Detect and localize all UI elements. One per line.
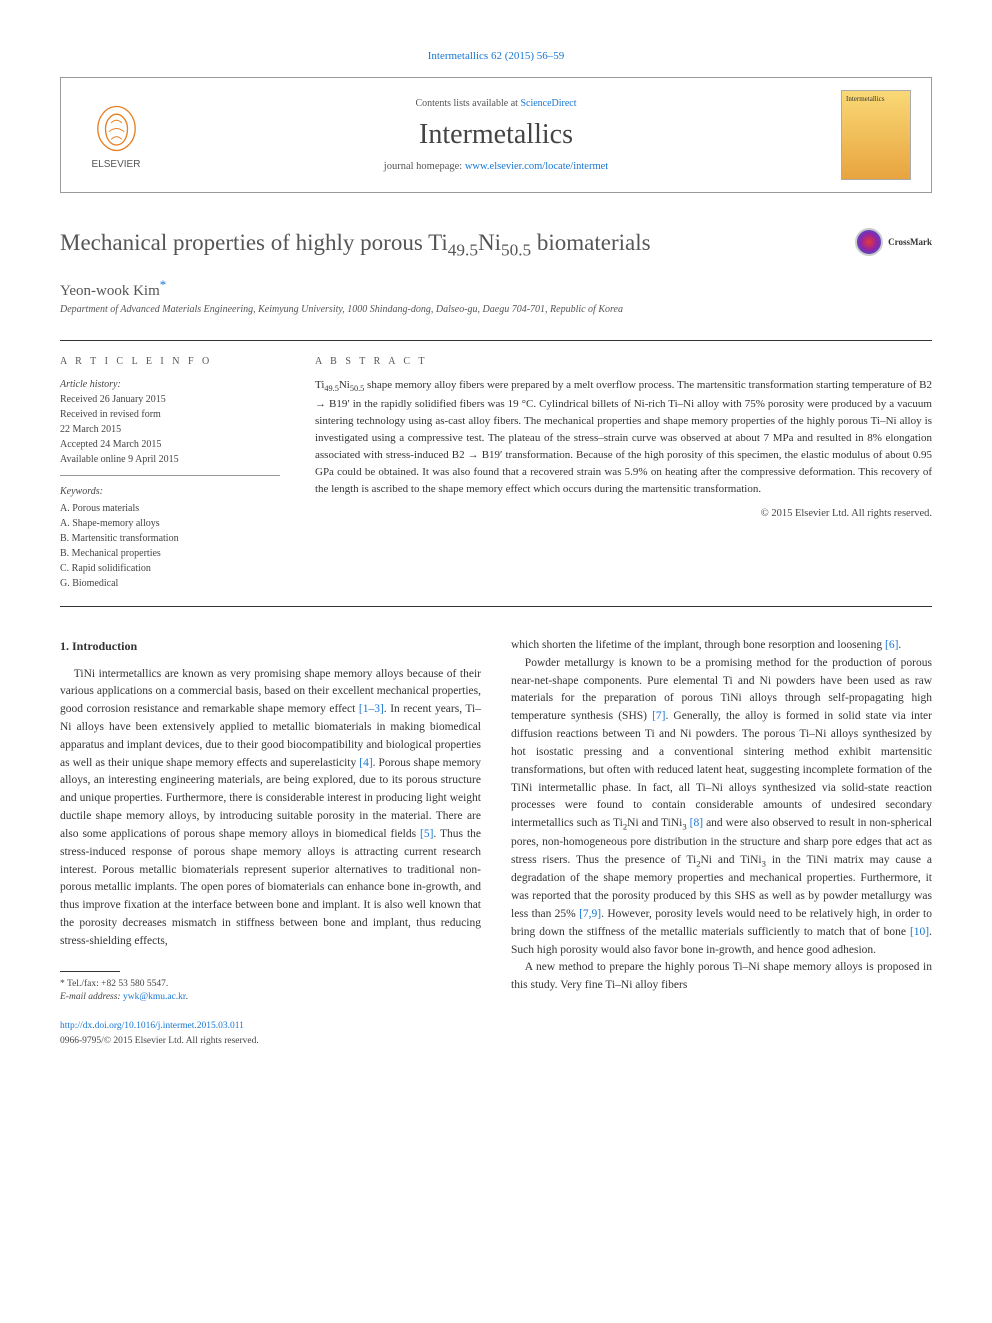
section-heading: 1. Introduction — [60, 637, 481, 656]
column-right: which shorten the lifetime of the implan… — [511, 637, 932, 1049]
journal-cover-thumb — [841, 90, 911, 180]
keyword: B. Martensitic transformation — [60, 531, 280, 546]
keyword: C. Rapid solidification — [60, 561, 280, 576]
history-line: Received 26 January 2015 — [60, 392, 280, 407]
article-title: Mechanical properties of highly porous T… — [60, 228, 835, 262]
contents-line: Contents lists available at ScienceDirec… — [171, 98, 821, 109]
history-line: Accepted 24 March 2015 — [60, 437, 280, 452]
abstract-heading: A B S T R A C T — [315, 356, 932, 367]
page: Intermetallics 62 (2015) 56–59 ELSEVIER … — [0, 0, 992, 1099]
meta-row: A R T I C L E I N F O Article history: R… — [60, 340, 932, 607]
contents-prefix: Contents lists available at — [415, 98, 520, 109]
author-name: Yeon-wook Kim* — [60, 277, 932, 300]
header-center: Contents lists available at ScienceDirec… — [171, 98, 821, 172]
author-text: Yeon-wook Kim — [60, 283, 160, 299]
email-link[interactable]: ywk@kmu.ac.kr — [123, 992, 186, 1002]
keywords-block: Keywords: A. Porous materials A. Shape-m… — [60, 484, 280, 591]
body-columns: 1. Introduction TiNi intermetallics are … — [60, 637, 932, 1049]
history-line: Available online 9 April 2015 — [60, 452, 280, 467]
column-left: 1. Introduction TiNi intermetallics are … — [60, 637, 481, 1049]
abstract-text: Ti49.5Ni50.5 shape memory alloy fibers w… — [315, 377, 932, 498]
keyword: B. Mechanical properties — [60, 546, 280, 561]
keyword: G. Biomedical — [60, 576, 280, 591]
affiliation: Department of Advanced Materials Enginee… — [60, 304, 932, 315]
footnote-divider — [60, 971, 120, 972]
body-paragraph: which shorten the lifetime of the implan… — [511, 637, 932, 655]
crossmark-label: CrossMark — [888, 237, 932, 247]
tel-value: +82 53 580 5547. — [101, 979, 168, 989]
elsevier-logo: ELSEVIER — [81, 95, 151, 175]
homepage-line: journal homepage: www.elsevier.com/locat… — [171, 161, 821, 172]
keyword: A. Shape-memory alloys — [60, 516, 280, 531]
history-line: Received in revised form — [60, 407, 280, 422]
footnote: * Tel./fax: +82 53 580 5547. E-mail addr… — [60, 978, 481, 1005]
corresponding-star: * — [160, 277, 167, 292]
body-paragraph: Powder metallurgy is known to be a promi… — [511, 655, 932, 960]
body-paragraph: TiNi intermetallics are known as very pr… — [60, 666, 481, 951]
publisher-name: ELSEVIER — [92, 159, 141, 170]
sciencedirect-link[interactable]: ScienceDirect — [520, 98, 576, 109]
history-line: 22 March 2015 — [60, 422, 280, 437]
keyword: A. Porous materials — [60, 501, 280, 516]
journal-header: ELSEVIER Contents lists available at Sci… — [60, 77, 932, 193]
body-paragraph: A new method to prepare the highly porou… — [511, 959, 932, 995]
info-heading: A R T I C L E I N F O — [60, 356, 280, 367]
article-info: A R T I C L E I N F O Article history: R… — [60, 356, 280, 591]
journal-name: Intermetallics — [171, 119, 821, 151]
top-citation: Intermetallics 62 (2015) 56–59 — [60, 50, 932, 62]
keywords-label: Keywords: — [60, 484, 280, 499]
crossmark-icon — [855, 228, 883, 256]
crossmark[interactable]: CrossMark — [855, 228, 932, 256]
abstract-block: A B S T R A C T Ti49.5Ni50.5 shape memor… — [315, 356, 932, 591]
doi-link[interactable]: http://dx.doi.org/10.1016/j.intermet.201… — [60, 1021, 244, 1031]
email-label: E-mail address: — [60, 992, 123, 1002]
homepage-link[interactable]: www.elsevier.com/locate/intermet — [465, 161, 608, 172]
issn-line: 0966-9795/© 2015 Elsevier Ltd. All right… — [60, 1036, 259, 1046]
doi-block: http://dx.doi.org/10.1016/j.intermet.201… — [60, 1019, 481, 1048]
history-block: Article history: Received 26 January 201… — [60, 377, 280, 476]
abstract-copyright: © 2015 Elsevier Ltd. All rights reserved… — [315, 508, 932, 519]
tel-label: * Tel./fax: — [60, 979, 101, 989]
title-row: Mechanical properties of highly porous T… — [60, 228, 932, 262]
history-label: Article history: — [60, 379, 121, 390]
homepage-prefix: journal homepage: — [384, 161, 465, 172]
